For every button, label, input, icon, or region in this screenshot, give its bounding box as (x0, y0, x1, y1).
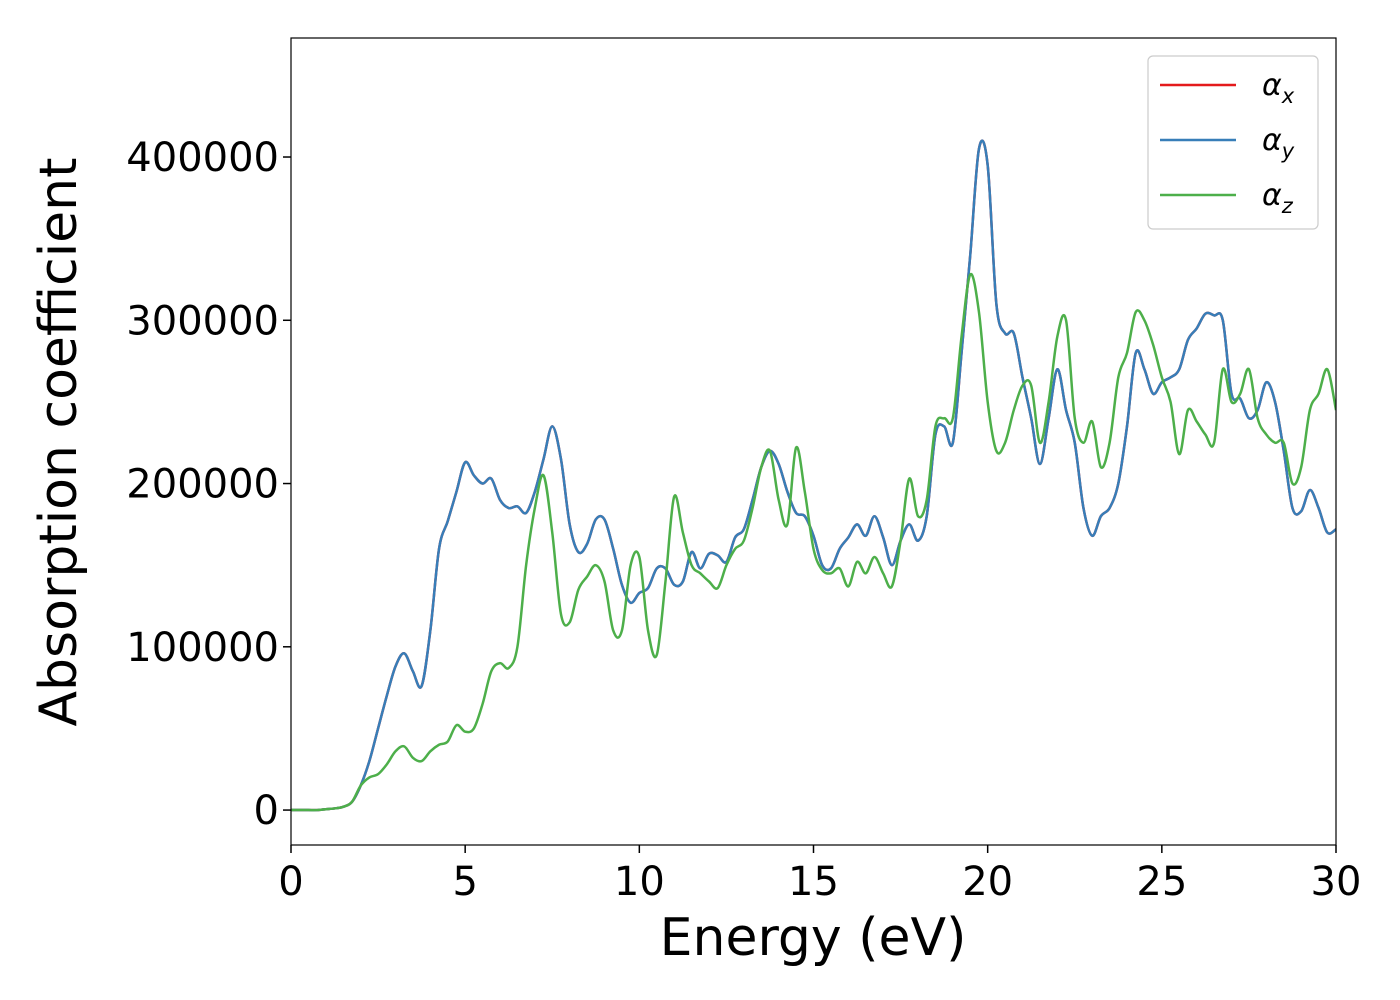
y-tick-label: 0 (254, 788, 279, 834)
x-tick-label: 15 (788, 859, 839, 905)
legend-label: αz (1262, 178, 1294, 218)
x-axis-label: Energy (eV) (660, 908, 967, 968)
plot-frame (290, 37, 1337, 846)
y-tick-label: 100000 (126, 625, 279, 671)
y-axis-label: Absorption coefficient (29, 157, 89, 726)
y-tick-label: 200000 (126, 462, 279, 508)
legend: αx αy αz (1147, 55, 1319, 230)
x-tick-label: 0 (278, 859, 303, 905)
x-tick-label: 30 (1311, 859, 1362, 905)
y-tick-label: 300000 (126, 298, 279, 344)
x-tick-label: 20 (962, 859, 1013, 905)
series-line (291, 139, 1336, 812)
y-tick-label: 400000 (126, 135, 279, 181)
legend-label: αy (1262, 123, 1295, 163)
x-tick-label: 5 (452, 859, 477, 905)
legend-box (1147, 55, 1319, 230)
x-tick-label: 25 (1136, 859, 1187, 905)
series-group (291, 139, 1336, 812)
legend-label: αx (1262, 68, 1295, 108)
series-line (291, 139, 1336, 812)
x-tick-label: 10 (614, 859, 665, 905)
series-line (291, 272, 1336, 812)
